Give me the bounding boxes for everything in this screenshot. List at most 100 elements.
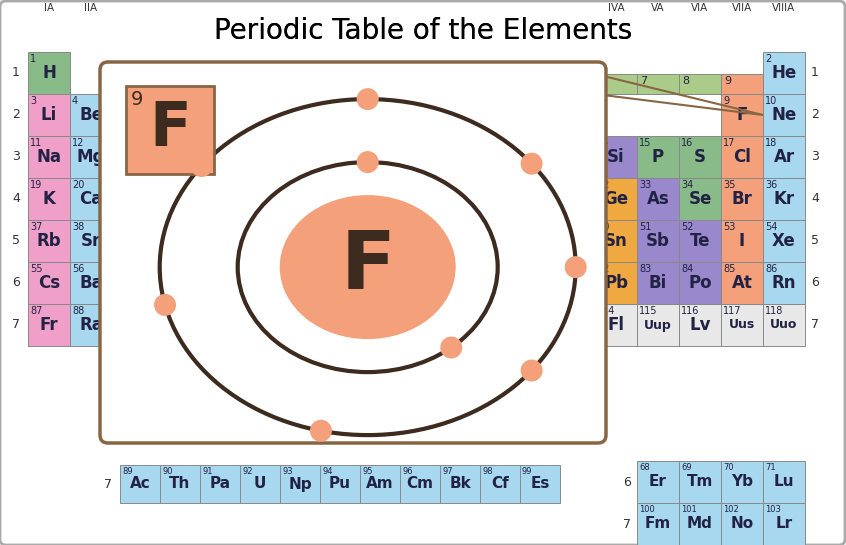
- Text: 8: 8: [682, 76, 689, 86]
- FancyBboxPatch shape: [721, 220, 763, 262]
- FancyBboxPatch shape: [70, 136, 112, 178]
- Text: 9: 9: [131, 90, 143, 109]
- Text: 2: 2: [88, 0, 94, 2]
- Text: Np: Np: [288, 476, 312, 492]
- FancyBboxPatch shape: [721, 74, 763, 94]
- Text: Ba: Ba: [80, 274, 103, 292]
- FancyBboxPatch shape: [200, 465, 240, 503]
- Text: Te: Te: [689, 232, 711, 250]
- Text: Cl: Cl: [733, 148, 751, 166]
- Text: 18: 18: [765, 138, 777, 148]
- FancyBboxPatch shape: [70, 220, 112, 262]
- FancyBboxPatch shape: [595, 136, 637, 178]
- Text: Xe: Xe: [772, 232, 796, 250]
- FancyBboxPatch shape: [679, 136, 721, 178]
- Text: 3: 3: [30, 96, 36, 106]
- Text: Po: Po: [688, 274, 711, 292]
- Text: 32: 32: [597, 180, 609, 190]
- Text: 2: 2: [765, 54, 772, 64]
- Text: As: As: [646, 190, 669, 208]
- Text: Ge: Ge: [603, 190, 629, 208]
- FancyBboxPatch shape: [637, 304, 679, 346]
- Circle shape: [520, 153, 542, 174]
- FancyBboxPatch shape: [637, 178, 679, 220]
- FancyBboxPatch shape: [70, 94, 112, 136]
- Text: 85: 85: [723, 264, 735, 274]
- Text: 93: 93: [282, 467, 293, 476]
- Text: Periodic Table of the Elements: Periodic Table of the Elements: [214, 17, 632, 45]
- Text: Am: Am: [366, 476, 393, 492]
- FancyBboxPatch shape: [721, 304, 763, 346]
- FancyBboxPatch shape: [595, 262, 637, 304]
- Text: 117: 117: [723, 306, 741, 316]
- Text: 7: 7: [12, 318, 20, 331]
- Text: 114: 114: [597, 306, 615, 316]
- Text: Ar: Ar: [773, 148, 794, 166]
- Text: 6: 6: [624, 475, 631, 488]
- Text: Uuo: Uuo: [771, 318, 798, 331]
- FancyBboxPatch shape: [637, 136, 679, 178]
- Circle shape: [310, 420, 332, 442]
- Text: 82: 82: [597, 264, 609, 274]
- FancyBboxPatch shape: [595, 220, 637, 262]
- Text: 3: 3: [12, 150, 20, 164]
- FancyBboxPatch shape: [721, 136, 763, 178]
- Text: VIIA: VIIA: [732, 3, 752, 13]
- Text: 15: 15: [651, 0, 665, 2]
- Text: Md: Md: [687, 517, 713, 531]
- FancyBboxPatch shape: [320, 465, 360, 503]
- Text: 89: 89: [122, 467, 133, 476]
- Text: Ca: Ca: [80, 190, 102, 208]
- FancyBboxPatch shape: [763, 262, 805, 304]
- Text: 52: 52: [681, 222, 694, 232]
- Text: 20: 20: [72, 180, 85, 190]
- FancyBboxPatch shape: [280, 465, 320, 503]
- Text: Bk: Bk: [449, 476, 471, 492]
- Text: Fm: Fm: [645, 517, 671, 531]
- FancyBboxPatch shape: [637, 262, 679, 304]
- Text: 5: 5: [811, 234, 819, 247]
- Text: 1: 1: [12, 66, 20, 80]
- FancyBboxPatch shape: [721, 461, 763, 503]
- FancyBboxPatch shape: [721, 94, 763, 136]
- Text: 19: 19: [30, 180, 42, 190]
- Text: IIA: IIA: [85, 3, 97, 13]
- FancyBboxPatch shape: [721, 262, 763, 304]
- Text: 38: 38: [72, 222, 85, 232]
- Text: Pb: Pb: [604, 274, 628, 292]
- Text: 101: 101: [681, 505, 697, 514]
- Circle shape: [520, 360, 542, 381]
- Text: 14: 14: [597, 138, 609, 148]
- Text: 36: 36: [765, 180, 777, 190]
- FancyBboxPatch shape: [480, 465, 520, 503]
- Text: 9: 9: [723, 96, 729, 106]
- Text: 35: 35: [723, 180, 735, 190]
- FancyBboxPatch shape: [160, 465, 200, 503]
- FancyBboxPatch shape: [28, 178, 70, 220]
- FancyBboxPatch shape: [763, 52, 805, 94]
- FancyBboxPatch shape: [595, 178, 637, 220]
- Text: Br: Br: [732, 190, 752, 208]
- Text: No: No: [730, 517, 754, 531]
- Text: Uus: Uus: [729, 318, 755, 331]
- Text: H: H: [42, 64, 56, 82]
- Text: 7: 7: [623, 518, 631, 530]
- FancyBboxPatch shape: [679, 304, 721, 346]
- FancyBboxPatch shape: [637, 74, 679, 94]
- Text: Fl: Fl: [607, 316, 624, 334]
- Text: Sb: Sb: [646, 232, 670, 250]
- Text: 50: 50: [597, 222, 609, 232]
- Text: 90: 90: [162, 467, 173, 476]
- Text: Cs: Cs: [38, 274, 60, 292]
- Text: 100: 100: [639, 505, 655, 514]
- Text: F: F: [149, 100, 191, 160]
- FancyBboxPatch shape: [520, 465, 560, 503]
- Text: 6: 6: [598, 76, 605, 86]
- Text: 9: 9: [724, 76, 731, 86]
- Text: 87: 87: [30, 306, 42, 316]
- Text: 16: 16: [694, 0, 706, 2]
- FancyBboxPatch shape: [120, 465, 160, 503]
- Text: U: U: [254, 476, 266, 492]
- Text: 95: 95: [362, 467, 372, 476]
- FancyBboxPatch shape: [100, 62, 606, 443]
